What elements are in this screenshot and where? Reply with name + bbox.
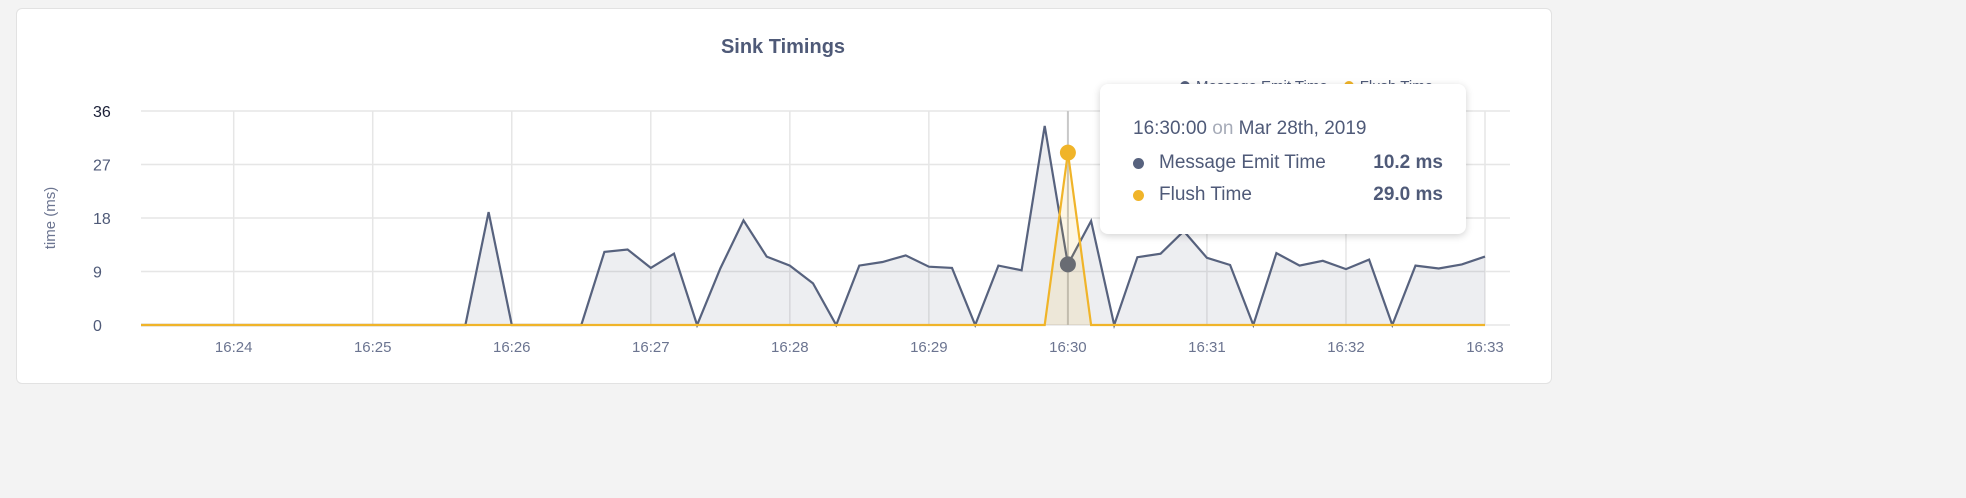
tooltip-date: Mar 28th, 2019 [1238,118,1367,139]
tooltip-row-message: Message Emit Time 10.2 ms [1133,152,1443,174]
chart-title: Sink Timings [720,36,846,58]
tooltip-label: Flush Time [1159,184,1252,205]
x-tick-label: 16:31 [1188,339,1226,356]
x-tick-label: 16:25 [354,339,392,356]
x-tick-label: 16:28 [771,339,809,356]
hover-point [1059,144,1076,161]
series-dot-icon [1133,189,1144,201]
hover-point [1059,256,1076,273]
y-tick-label: 0 [93,318,102,335]
y-tick-label: 9 [93,265,102,282]
y-tick-label: 18 [93,211,111,228]
tooltip-value: 10.2 ms [1373,152,1443,173]
x-tick-label: 16:29 [910,339,948,356]
tooltip-row-flush: Flush Time 29.0 ms [1133,184,1443,206]
tooltip-on: on [1212,118,1234,139]
x-tick-label: 16:24 [215,339,253,356]
tooltip-label: Message Emit Time [1159,152,1326,173]
x-tick-label: 16:26 [493,339,531,356]
y-axis-label: time (ms) [42,187,59,250]
series-dot-icon [1133,157,1144,169]
tooltip-header: 16:30:00 on Mar 28th, 2019 [1133,118,1366,140]
x-tick-label: 16:30 [1049,339,1087,356]
series-line [141,152,1485,327]
series-area [141,125,1485,326]
tooltip: 16:30:00 on Mar 28th, 2019 Message Emit … [1100,84,1466,234]
y-tick-label: 36 [93,104,111,121]
y-tick-label: 27 [93,158,111,175]
x-tick-label: 16:32 [1327,339,1365,356]
x-tick-label: 16:33 [1466,339,1504,356]
tooltip-time: 16:30:00 [1133,118,1207,139]
tooltip-value: 29.0 ms [1373,184,1443,205]
x-tick-label: 16:27 [632,339,670,356]
